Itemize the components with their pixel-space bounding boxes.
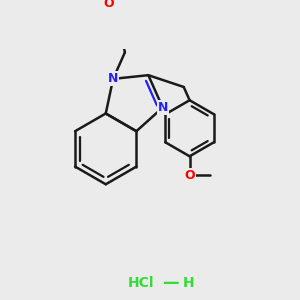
- Text: HCl: HCl: [128, 276, 154, 290]
- Text: N: N: [108, 72, 118, 86]
- Text: O: O: [103, 0, 114, 10]
- Text: O: O: [184, 169, 195, 182]
- Text: —: —: [162, 274, 179, 292]
- Text: N: N: [158, 101, 168, 114]
- Text: H: H: [182, 276, 194, 290]
